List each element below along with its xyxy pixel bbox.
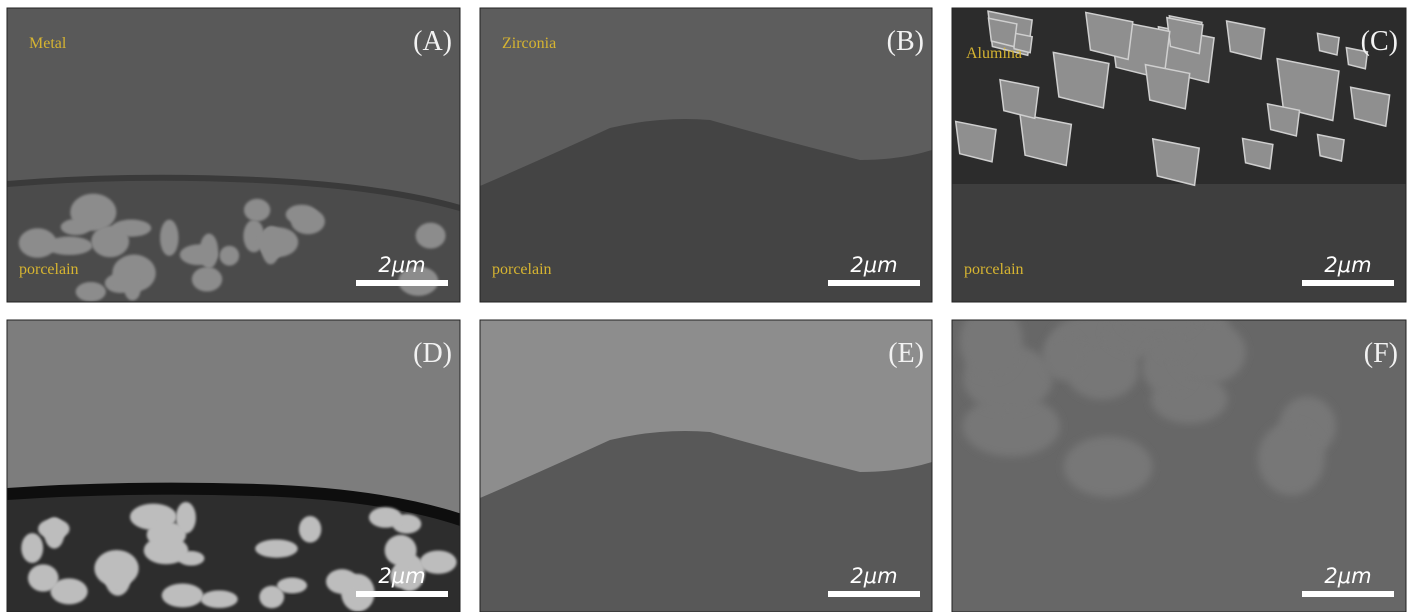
particle [244, 199, 270, 222]
particle [44, 517, 64, 548]
scale-bar [1302, 591, 1394, 597]
figure: (A) Metal porcelain 2μm (B) Zirconia porcelain… [0, 0, 1413, 612]
particle [94, 550, 138, 587]
particle [21, 533, 43, 563]
scale-bar [356, 591, 448, 597]
particle [385, 535, 417, 566]
panel: (A) Metal porcelain 2μm [7, 8, 467, 308]
particle [416, 223, 446, 249]
particle [180, 244, 217, 265]
blurred-grain [1064, 436, 1153, 497]
scale-label: 2μm [378, 564, 425, 588]
panel: (B) Zirconia porcelain 2μm [480, 8, 940, 308]
particle [369, 507, 402, 528]
scale-label: 2μm [850, 253, 897, 277]
panel-label: (A) [413, 26, 452, 57]
panel: (D) 2μm [7, 320, 467, 612]
panel: (E) 2μm [480, 320, 940, 612]
particle [299, 516, 321, 543]
scale-bar [356, 280, 448, 286]
particle [19, 228, 57, 258]
particle [220, 246, 240, 266]
particle [192, 267, 222, 292]
blurred-grain [1042, 333, 1085, 381]
scale-bar [1302, 280, 1394, 286]
scale-label: 2μm [378, 253, 425, 277]
particle [178, 551, 205, 566]
particle [162, 583, 204, 607]
material-label: Alumina [966, 45, 1022, 62]
porcelain-label: porcelain [964, 261, 1024, 278]
material-label: Metal [29, 35, 67, 52]
scale-label: 2μm [1324, 253, 1371, 277]
page: (A) Metal porcelain 2μm (B) Zirconia porcelain… [0, 0, 1413, 612]
particle [160, 220, 179, 256]
panel: (F) 2μm [952, 303, 1412, 612]
scale-label: 2μm [1324, 564, 1371, 588]
particle [291, 209, 325, 235]
scale-bar [828, 591, 920, 597]
scale-bar [828, 280, 920, 286]
particle [201, 590, 238, 608]
panel-label: (E) [888, 338, 924, 369]
panel-label: (F) [1364, 338, 1398, 369]
blurred-grain [960, 303, 1023, 379]
particle [255, 539, 298, 557]
panel: (C) Alumina porcelain 2μm [952, 8, 1412, 308]
blurred-grain [1120, 303, 1197, 338]
blurred-grain [1258, 422, 1325, 495]
panel-label: (B) [887, 26, 924, 57]
porcelain-label: porcelain [19, 261, 79, 278]
particle [259, 586, 284, 608]
panel-label: (C) [1361, 26, 1398, 57]
scale-label: 2μm [850, 564, 897, 588]
particle [76, 282, 106, 302]
porcelain-label: porcelain [492, 261, 552, 278]
particle [91, 226, 129, 258]
particle [124, 278, 140, 301]
particle [326, 569, 358, 594]
material-label: Zirconia [502, 35, 556, 52]
particle [261, 227, 280, 265]
particle [147, 522, 186, 548]
particle [28, 564, 59, 591]
particle [61, 219, 91, 235]
panel-label: (D) [413, 338, 452, 369]
